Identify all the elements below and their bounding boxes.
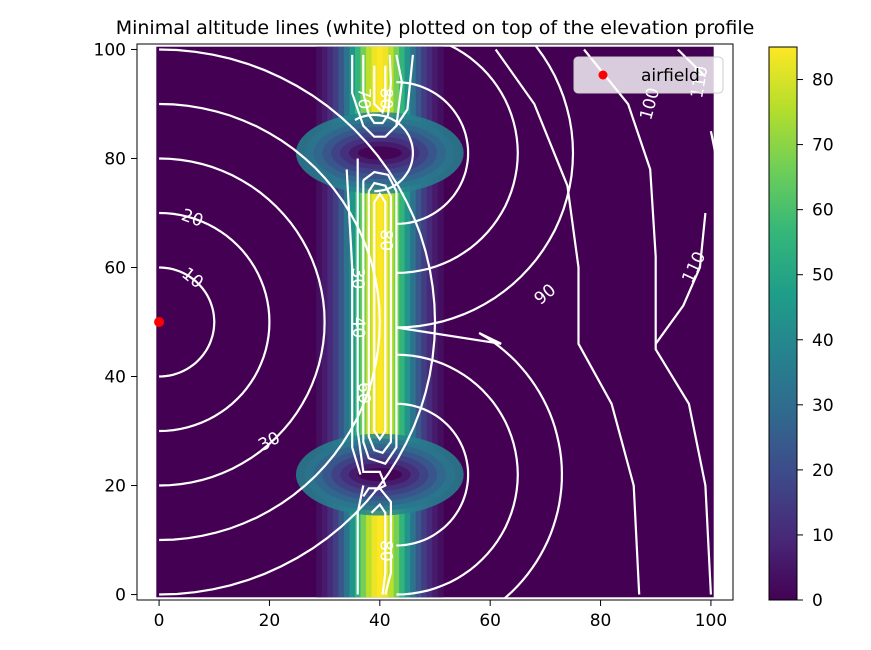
contour-label: 80 <box>375 88 395 110</box>
legend: airfield <box>573 56 724 94</box>
colorbar-tick-label: 0 <box>812 591 823 611</box>
contour-line-airfield <box>159 48 437 596</box>
contour-lines <box>159 44 718 600</box>
ridge-column <box>421 46 428 598</box>
colorbar-tick-label: 50 <box>812 266 834 286</box>
contour-line-ridge-mid <box>373 191 387 442</box>
pass-shade <box>357 146 402 160</box>
y-tick-label: 0 <box>115 586 126 606</box>
contour-line-east <box>396 44 575 345</box>
colorbar-tick-label: 80 <box>812 71 834 91</box>
colorbar-tick-label: 30 <box>812 396 834 416</box>
y-tick-label: 40 <box>104 368 126 388</box>
y-tick-label: 80 <box>104 149 126 169</box>
contour-line-east <box>583 48 712 595</box>
ridge-column <box>316 46 323 598</box>
contour-line-east <box>396 353 519 596</box>
x-tick-label: 40 <box>369 611 391 631</box>
contour-label: 80 <box>375 540 395 562</box>
contour-line-ridge-top <box>351 54 404 138</box>
contour-line-east <box>494 48 641 595</box>
airfield-marker <box>154 317 165 327</box>
plot-area: 1020303040607080808090100110110 02040608… <box>94 40 734 631</box>
contour-label: 80 <box>375 229 395 251</box>
contour-line-ridge-bottom <box>370 502 387 595</box>
ridge-column <box>404 46 411 598</box>
contour-line-east <box>709 130 718 159</box>
contour-line-east <box>654 212 707 345</box>
colorbar-tick-label: 40 <box>812 331 834 351</box>
legend-marker <box>598 70 608 80</box>
y-tick-label: 60 <box>104 258 126 278</box>
x-tick-label: 20 <box>259 611 281 631</box>
contour-line-east <box>478 332 564 600</box>
y-tick-label: 20 <box>104 477 126 497</box>
contour-label: 60 <box>353 382 373 404</box>
chart-title: Minimal altitude lines (white) plotted o… <box>116 17 755 39</box>
contour-line-ridge-west <box>356 158 387 492</box>
legend-box <box>573 56 724 94</box>
x-tick-label: 60 <box>479 611 501 631</box>
x-axis: 0 20 40 60 80 100 <box>154 600 727 631</box>
contour-line-east <box>396 81 470 225</box>
x-tick-label: 100 <box>695 611 727 631</box>
x-tick-label: 0 <box>154 611 165 631</box>
colorbar-ticks: 0 10 20 30 40 50 60 70 80 <box>797 71 834 611</box>
ridge-column <box>343 46 350 598</box>
legend-label: airfield <box>641 66 700 86</box>
contour-label: 40 <box>348 317 368 339</box>
contour-line-ridge-mid <box>362 170 398 466</box>
colorbar: 0 10 20 30 40 50 60 70 80 <box>768 46 834 611</box>
ridge-column <box>410 46 417 598</box>
contour-label: 70 <box>353 88 373 110</box>
contour-line-ridge-top <box>373 65 387 115</box>
x-tick-label: 80 <box>590 611 612 631</box>
contour-line-ridge-bottom <box>356 485 365 595</box>
ridge-column <box>399 46 406 598</box>
contour-line-east <box>396 402 470 547</box>
axes-frame <box>136 43 734 601</box>
contour-line-ridge-mid <box>367 181 392 455</box>
contour-line-airfield <box>159 266 216 378</box>
contour-line-ridge-top <box>362 54 393 125</box>
contour-line-airfield <box>159 211 271 433</box>
ridge-column <box>327 46 334 598</box>
ridge-column <box>426 46 433 598</box>
colorbar-tick-label: 70 <box>812 136 834 156</box>
ridge-column <box>338 46 345 598</box>
contour-line-east <box>396 44 519 274</box>
markers <box>154 317 165 327</box>
y-axis: 0 20 40 60 80 100 <box>94 40 137 606</box>
colorbar-tick-label: 10 <box>812 526 834 546</box>
contour-line-east <box>395 54 414 127</box>
ridge-column <box>332 46 339 598</box>
contour-label: 30 <box>348 268 368 290</box>
contour-line-east <box>354 113 414 193</box>
contour-line-ridge-west <box>345 169 362 475</box>
colorbar-tick-label: 20 <box>812 461 834 481</box>
colorbar-tick-label: 60 <box>812 201 834 221</box>
contour-line-airfield <box>159 157 326 487</box>
y-tick-label: 100 <box>94 40 126 60</box>
colorbar-fill <box>769 47 797 600</box>
ridge-column <box>415 46 422 598</box>
contour-line-airfield <box>159 102 381 542</box>
contour-line-ridge-bottom <box>362 487 392 595</box>
colorbar-frame <box>768 46 798 601</box>
